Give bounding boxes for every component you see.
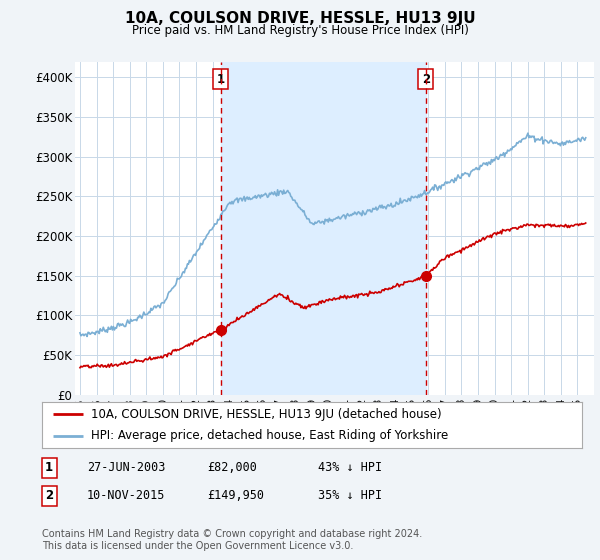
Text: 2: 2 — [45, 489, 53, 502]
Text: 1: 1 — [45, 461, 53, 474]
Text: £149,950: £149,950 — [207, 489, 264, 502]
Text: 35% ↓ HPI: 35% ↓ HPI — [318, 489, 382, 502]
Text: 10A, COULSON DRIVE, HESSLE, HU13 9JU: 10A, COULSON DRIVE, HESSLE, HU13 9JU — [125, 11, 475, 26]
Text: 10A, COULSON DRIVE, HESSLE, HU13 9JU (detached house): 10A, COULSON DRIVE, HESSLE, HU13 9JU (de… — [91, 408, 441, 421]
Text: 1: 1 — [217, 73, 225, 86]
Text: 10-NOV-2015: 10-NOV-2015 — [87, 489, 166, 502]
Text: £82,000: £82,000 — [207, 461, 257, 474]
Text: 27-JUN-2003: 27-JUN-2003 — [87, 461, 166, 474]
Text: 2: 2 — [422, 73, 430, 86]
Text: 43% ↓ HPI: 43% ↓ HPI — [318, 461, 382, 474]
Text: HPI: Average price, detached house, East Riding of Yorkshire: HPI: Average price, detached house, East… — [91, 429, 448, 442]
Bar — [221, 62, 426, 395]
Text: Price paid vs. HM Land Registry's House Price Index (HPI): Price paid vs. HM Land Registry's House … — [131, 24, 469, 36]
Text: Contains HM Land Registry data © Crown copyright and database right 2024.
This d: Contains HM Land Registry data © Crown c… — [42, 529, 422, 551]
